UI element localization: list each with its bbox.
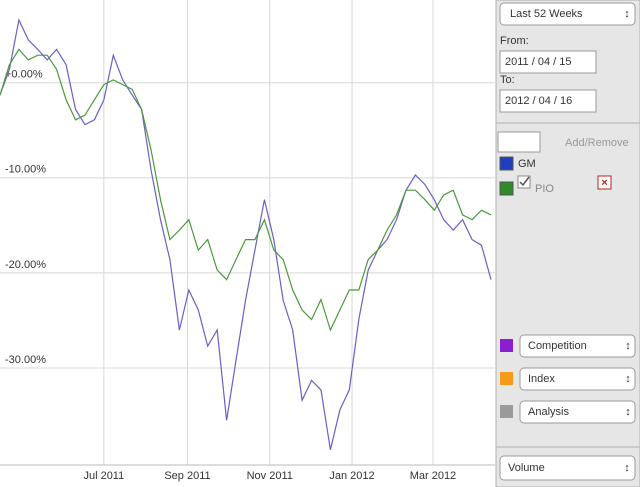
x-tick-label: Sep 2011 [164, 470, 210, 482]
panel-controls: Last 52 Weeks ↕ From: 2011 / 04 / 15 To:… [496, 2, 640, 481]
dropdown-arrow: ↕ [625, 373, 631, 385]
symbol-input[interactable] [497, 131, 541, 153]
menu-swatch [500, 372, 513, 385]
menu-label: Analysis [528, 406, 569, 418]
from-input[interactable] [499, 50, 597, 74]
menu-label: Competition [528, 340, 587, 352]
to-text: 2012 / 04 / 16 [505, 95, 572, 107]
menu-swatch [500, 339, 513, 352]
dropdown-arrow: ↕ [625, 340, 631, 352]
series-line [0, 48, 492, 332]
menu-dropdown[interactable] [519, 400, 636, 424]
chart-area [0, 0, 496, 487]
x-tick-label: Nov 2011 [247, 470, 293, 482]
menu-label: Index [528, 373, 555, 385]
to-label: To: [500, 74, 515, 86]
series-line [0, 18, 492, 450]
from-text: 2011 / 04 / 15 [505, 56, 571, 68]
dropdown-arrow: ↕ [625, 406, 631, 418]
from-label: From: [500, 35, 529, 47]
y-tick-label: -30.00% [5, 354, 46, 366]
to-input[interactable] [499, 89, 597, 113]
add-remove[interactable]: Add/Remove [565, 137, 629, 149]
legend-label: GM [518, 158, 536, 170]
period-text: Last 52 Weeks [510, 8, 583, 20]
x-tick-label: Mar 2012 [410, 470, 456, 482]
dropdown-arrow: ↕ [624, 462, 630, 474]
checkmark [519, 176, 530, 187]
menu-dropdown[interactable] [519, 334, 636, 358]
menu-swatch [500, 405, 513, 418]
legend-label: PIO [535, 183, 554, 195]
x-tick-label: Jul 2011 [83, 470, 124, 482]
y-tick-label: -10.00% [5, 164, 46, 176]
y-tick-label: -20.00% [5, 259, 46, 271]
menu-dropdown[interactable] [519, 367, 636, 391]
chart: +0.00% -10.00% -20.00% -30.00% Jul 2011 Sep 2… [0, 0, 495, 482]
y-tick-label: +0.00% [5, 69, 43, 81]
dropdown-arrow: ↕ [624, 8, 630, 20]
volume-text: Volume [508, 462, 545, 474]
remove-icon: × [601, 177, 607, 189]
x-tick-label: Jan 2012 [329, 470, 374, 482]
legend-swatch [499, 156, 514, 171]
legend-swatch [499, 181, 514, 196]
remove-button[interactable] [597, 175, 612, 190]
volume-dropdown[interactable] [499, 455, 636, 481]
period-dropdown[interactable] [499, 2, 636, 26]
